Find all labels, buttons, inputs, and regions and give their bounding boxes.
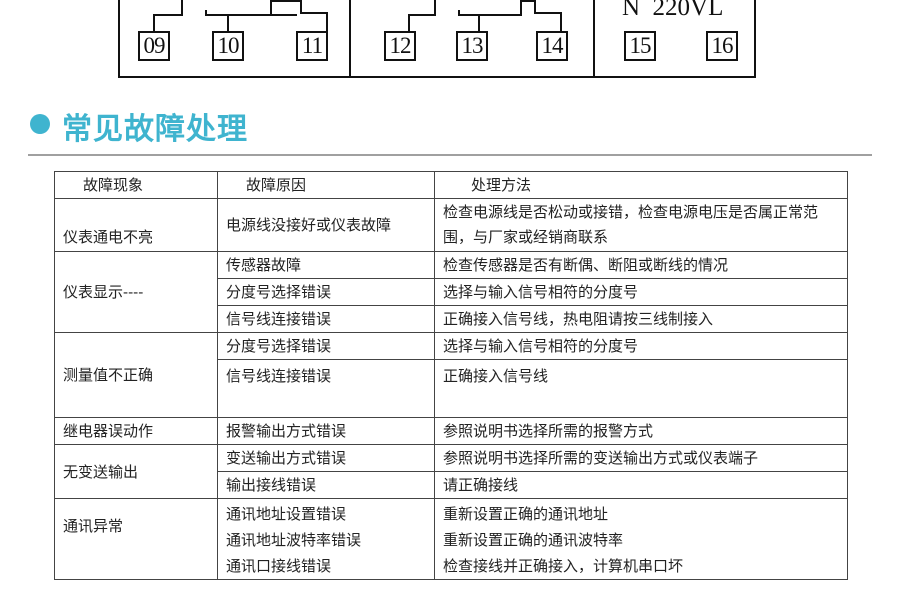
fix-cell: 正确接入信号线，热电阻请按三线制接入	[434, 305, 848, 333]
wiring-diagram: 09 10 11 12 13 14 15 16 N 220VL	[118, 0, 756, 78]
fix-line: 检查接线并正确接入，计算机串口坏	[443, 557, 684, 575]
table-row: 通讯异常 通讯地址设置错误 通讯地址波特率错误 通讯口接线错误 重新设置正确的通…	[54, 498, 848, 580]
symptom-cell: 无变送输出	[54, 444, 218, 499]
table-row: 仪表通电不亮 电源线没接好或仪表故障 检查电源线是否松动或接错，检查电源电压是否…	[54, 198, 848, 252]
terminal-10: 10	[212, 31, 244, 61]
table-row: 无变送输出 变送输出方式错误 参照说明书选择所需的变送输出方式或仪表端子	[54, 444, 848, 499]
table-row: 仪表显示---- 传感器故障 检查传感器是否有断偶、断阻或断线的情况	[54, 251, 848, 333]
terminal-09: 09	[138, 31, 170, 61]
fix-line: 重新设置正确的通讯地址	[443, 505, 609, 523]
bullet-icon	[30, 114, 50, 134]
table-header: 故障现象 故障原因 处理方法	[54, 171, 848, 199]
troubleshooting-table: 故障现象 故障原因 处理方法 仪表通电不亮 电源线没接好或仪表故障 检查电源线是…	[54, 171, 848, 580]
terminal-12: 12	[384, 31, 416, 61]
fix-cell: 正确接入信号线	[434, 359, 848, 418]
power-label: N 220VL	[622, 0, 724, 21]
fix-cell: 检查电源线是否松动或接错，检查电源电压是否属正常范围，与厂家或经销商联系	[434, 198, 848, 252]
table-row: 信号线连接错误 正确接入信号线，热电阻请按三线制接入	[55, 305, 848, 333]
fix-cell: 参照说明书选择所需的报警方式	[434, 417, 848, 445]
fix-cell: 请正确接线	[434, 471, 848, 499]
header-cause: 故障原因	[217, 171, 435, 199]
terminal-13: 13	[456, 31, 488, 61]
fix-cell: 参照说明书选择所需的变送输出方式或仪表端子	[434, 444, 848, 472]
cause-cell: 电源线没接好或仪表故障	[217, 198, 435, 252]
diagram-divider	[349, 0, 351, 78]
terminal-11: 11	[296, 31, 328, 61]
terminal-14: 14	[536, 31, 568, 61]
cause-cell: 信号线连接错误	[217, 359, 435, 418]
symptom-cell: 测量值不正确	[54, 332, 218, 418]
symptom-cell: 仪表通电不亮	[54, 198, 218, 252]
header-symptom: 故障现象	[54, 171, 218, 199]
table-row: 分度号选择错误 选择与输入信号相符的分度号	[55, 278, 848, 306]
fix-cell: 选择与输入信号相符的分度号	[434, 278, 848, 306]
section-title: 常见故障处理	[62, 112, 248, 147]
cause-cell: 分度号选择错误	[217, 332, 435, 360]
terminal-16: 16	[706, 31, 738, 61]
table-row: 测量值不正确 分度号选择错误 选择与输入信号相符的分度号	[54, 332, 848, 418]
fix-cell: 检查传感器是否有断偶、断阻或断线的情况	[434, 251, 848, 279]
cause-cell: 报警输出方式错误	[217, 417, 435, 445]
cause-cell: 输出接线错误	[217, 471, 435, 499]
divider	[28, 154, 872, 156]
cause-line: 通讯口接线错误	[226, 557, 332, 575]
cause-line: 通讯地址设置错误	[226, 505, 347, 523]
terminal-15: 15	[624, 31, 656, 61]
cause-line: 通讯地址波特率错误	[226, 531, 362, 549]
cause-cell: 分度号选择错误	[217, 278, 435, 306]
header-fix: 处理方法	[434, 171, 848, 199]
fix-cell: 选择与输入信号相符的分度号	[434, 332, 848, 360]
diagram-divider	[593, 0, 595, 78]
cause-cell: 传感器故障	[217, 251, 435, 279]
cause-cell: 信号线连接错误	[217, 305, 435, 333]
table-row: 输出接线错误 请正确接线	[55, 471, 848, 499]
symptom-cell: 仪表显示----	[54, 251, 218, 333]
table-row: 信号线连接错误 正确接入信号线	[55, 359, 848, 418]
symptom-cell: 继电器误动作	[54, 417, 218, 445]
table-row: 继电器误动作 报警输出方式错误 参照说明书选择所需的报警方式	[54, 417, 848, 445]
fix-line: 重新设置正确的通讯波特率	[443, 531, 624, 549]
symptom-cell: 通讯异常	[54, 498, 218, 580]
cause-cell: 变送输出方式错误	[217, 444, 435, 472]
